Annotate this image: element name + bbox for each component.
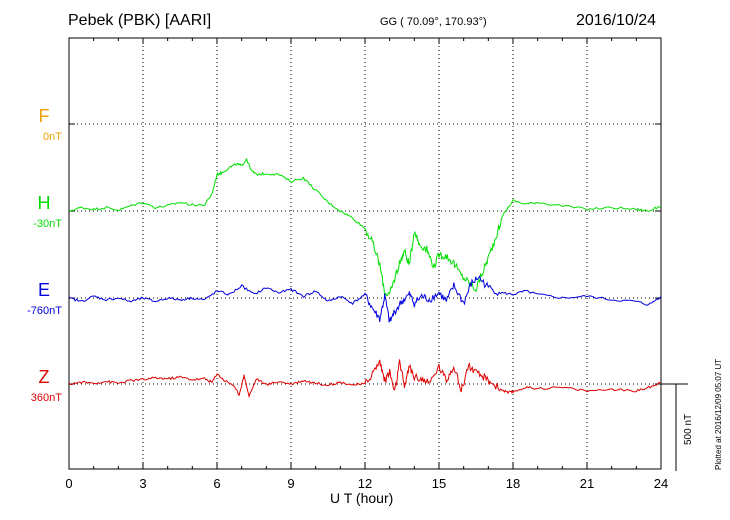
channel-name-h: H — [37, 193, 51, 213]
channel-name-e: E — [37, 280, 50, 300]
channel-baseline-e: -760nT — [27, 305, 62, 317]
x-tick-label: 6 — [213, 476, 220, 491]
x-tick-label: 0 — [65, 476, 72, 491]
channel-baseline-z: 360nT — [30, 392, 62, 404]
station-title: Pebek (PBK) [AARI] — [68, 12, 212, 29]
channel-name-z: Z — [38, 367, 50, 387]
x-tick-label: 9 — [287, 476, 294, 491]
x-axis-label: U T (hour) — [330, 490, 394, 506]
series-line-z — [68, 359, 662, 399]
series-line-h — [68, 158, 662, 297]
x-tick-label: 24 — [654, 476, 668, 491]
geographic-coordinates: GG ( 70.09°, 170.93°) — [380, 16, 487, 28]
channel-baseline-f: 0nT — [43, 131, 62, 143]
x-tick-label: 3 — [139, 476, 146, 491]
x-tick-label: 15 — [432, 476, 446, 491]
channel-name-f: F — [38, 106, 50, 126]
x-tick-label: 12 — [358, 476, 372, 491]
channel-baseline-h: -30nT — [33, 218, 62, 230]
plot-date: 2016/10/24 — [576, 12, 657, 29]
scale-bar-label: 500 nT — [683, 413, 694, 445]
x-tick-label: 21 — [580, 476, 594, 491]
x-tick-label: 18 — [506, 476, 520, 491]
plotted-at-credit: Plotted at 2016/12/09 05:07 UT — [714, 358, 723, 470]
series-line-e — [68, 275, 662, 324]
